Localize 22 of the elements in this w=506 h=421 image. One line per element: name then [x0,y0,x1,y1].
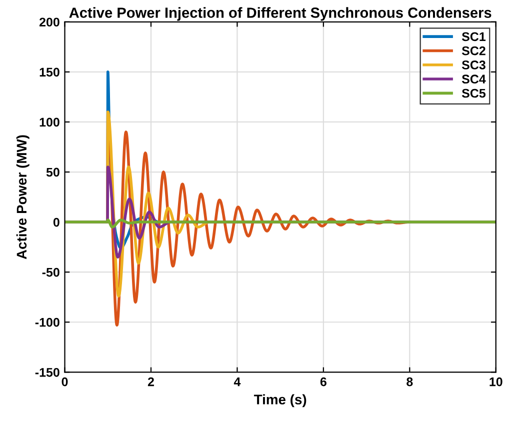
y-tick-label: 150 [40,68,60,77]
y-tick-label: 100 [40,118,60,127]
y-axis-title: Active Power (MW) [16,135,30,260]
legend-label: SC5 [462,88,486,98]
y-tick-label: 50 [46,168,60,177]
x-tick-label: 10 [490,377,502,386]
chart-title: Active Power Injection of Different Synchronous Condensers [69,7,492,21]
legend-label: SC1 [462,32,486,42]
x-tick-label: 0 [62,377,68,386]
x-tick-label: 4 [234,377,241,386]
y-tick-label: -100 [35,318,60,327]
legend-label: SC3 [462,60,486,70]
x-tick-label: 2 [148,377,154,386]
x-axis-title: Time (s) [254,394,306,408]
y-tick-label: 0 [53,218,60,227]
x-tick-label: 6 [320,377,326,386]
legend-label: SC4 [462,74,486,84]
legend-label: SC2 [462,46,486,56]
y-tick-label: 200 [39,18,60,27]
x-tick-label: 8 [406,377,413,386]
y-tick-label: -150 [35,368,60,377]
y-tick-label: -50 [42,268,60,277]
